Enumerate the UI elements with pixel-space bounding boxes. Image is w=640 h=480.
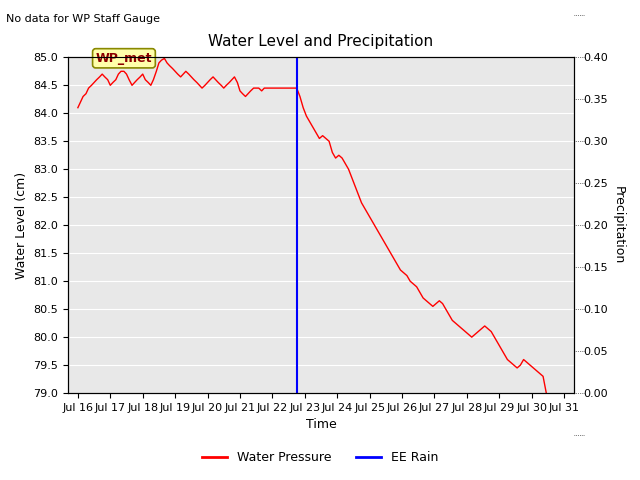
Legend: Water Pressure, EE Rain: Water Pressure, EE Rain	[196, 446, 444, 469]
Title: Water Level and Precipitation: Water Level and Precipitation	[209, 34, 433, 49]
Y-axis label: Precipitation: Precipitation	[612, 186, 625, 264]
X-axis label: Time: Time	[306, 419, 337, 432]
Text: WP_met: WP_met	[96, 52, 152, 65]
Text: No data for WP Staff Gauge: No data for WP Staff Gauge	[6, 14, 161, 24]
Y-axis label: Water Level (cm): Water Level (cm)	[15, 172, 28, 279]
